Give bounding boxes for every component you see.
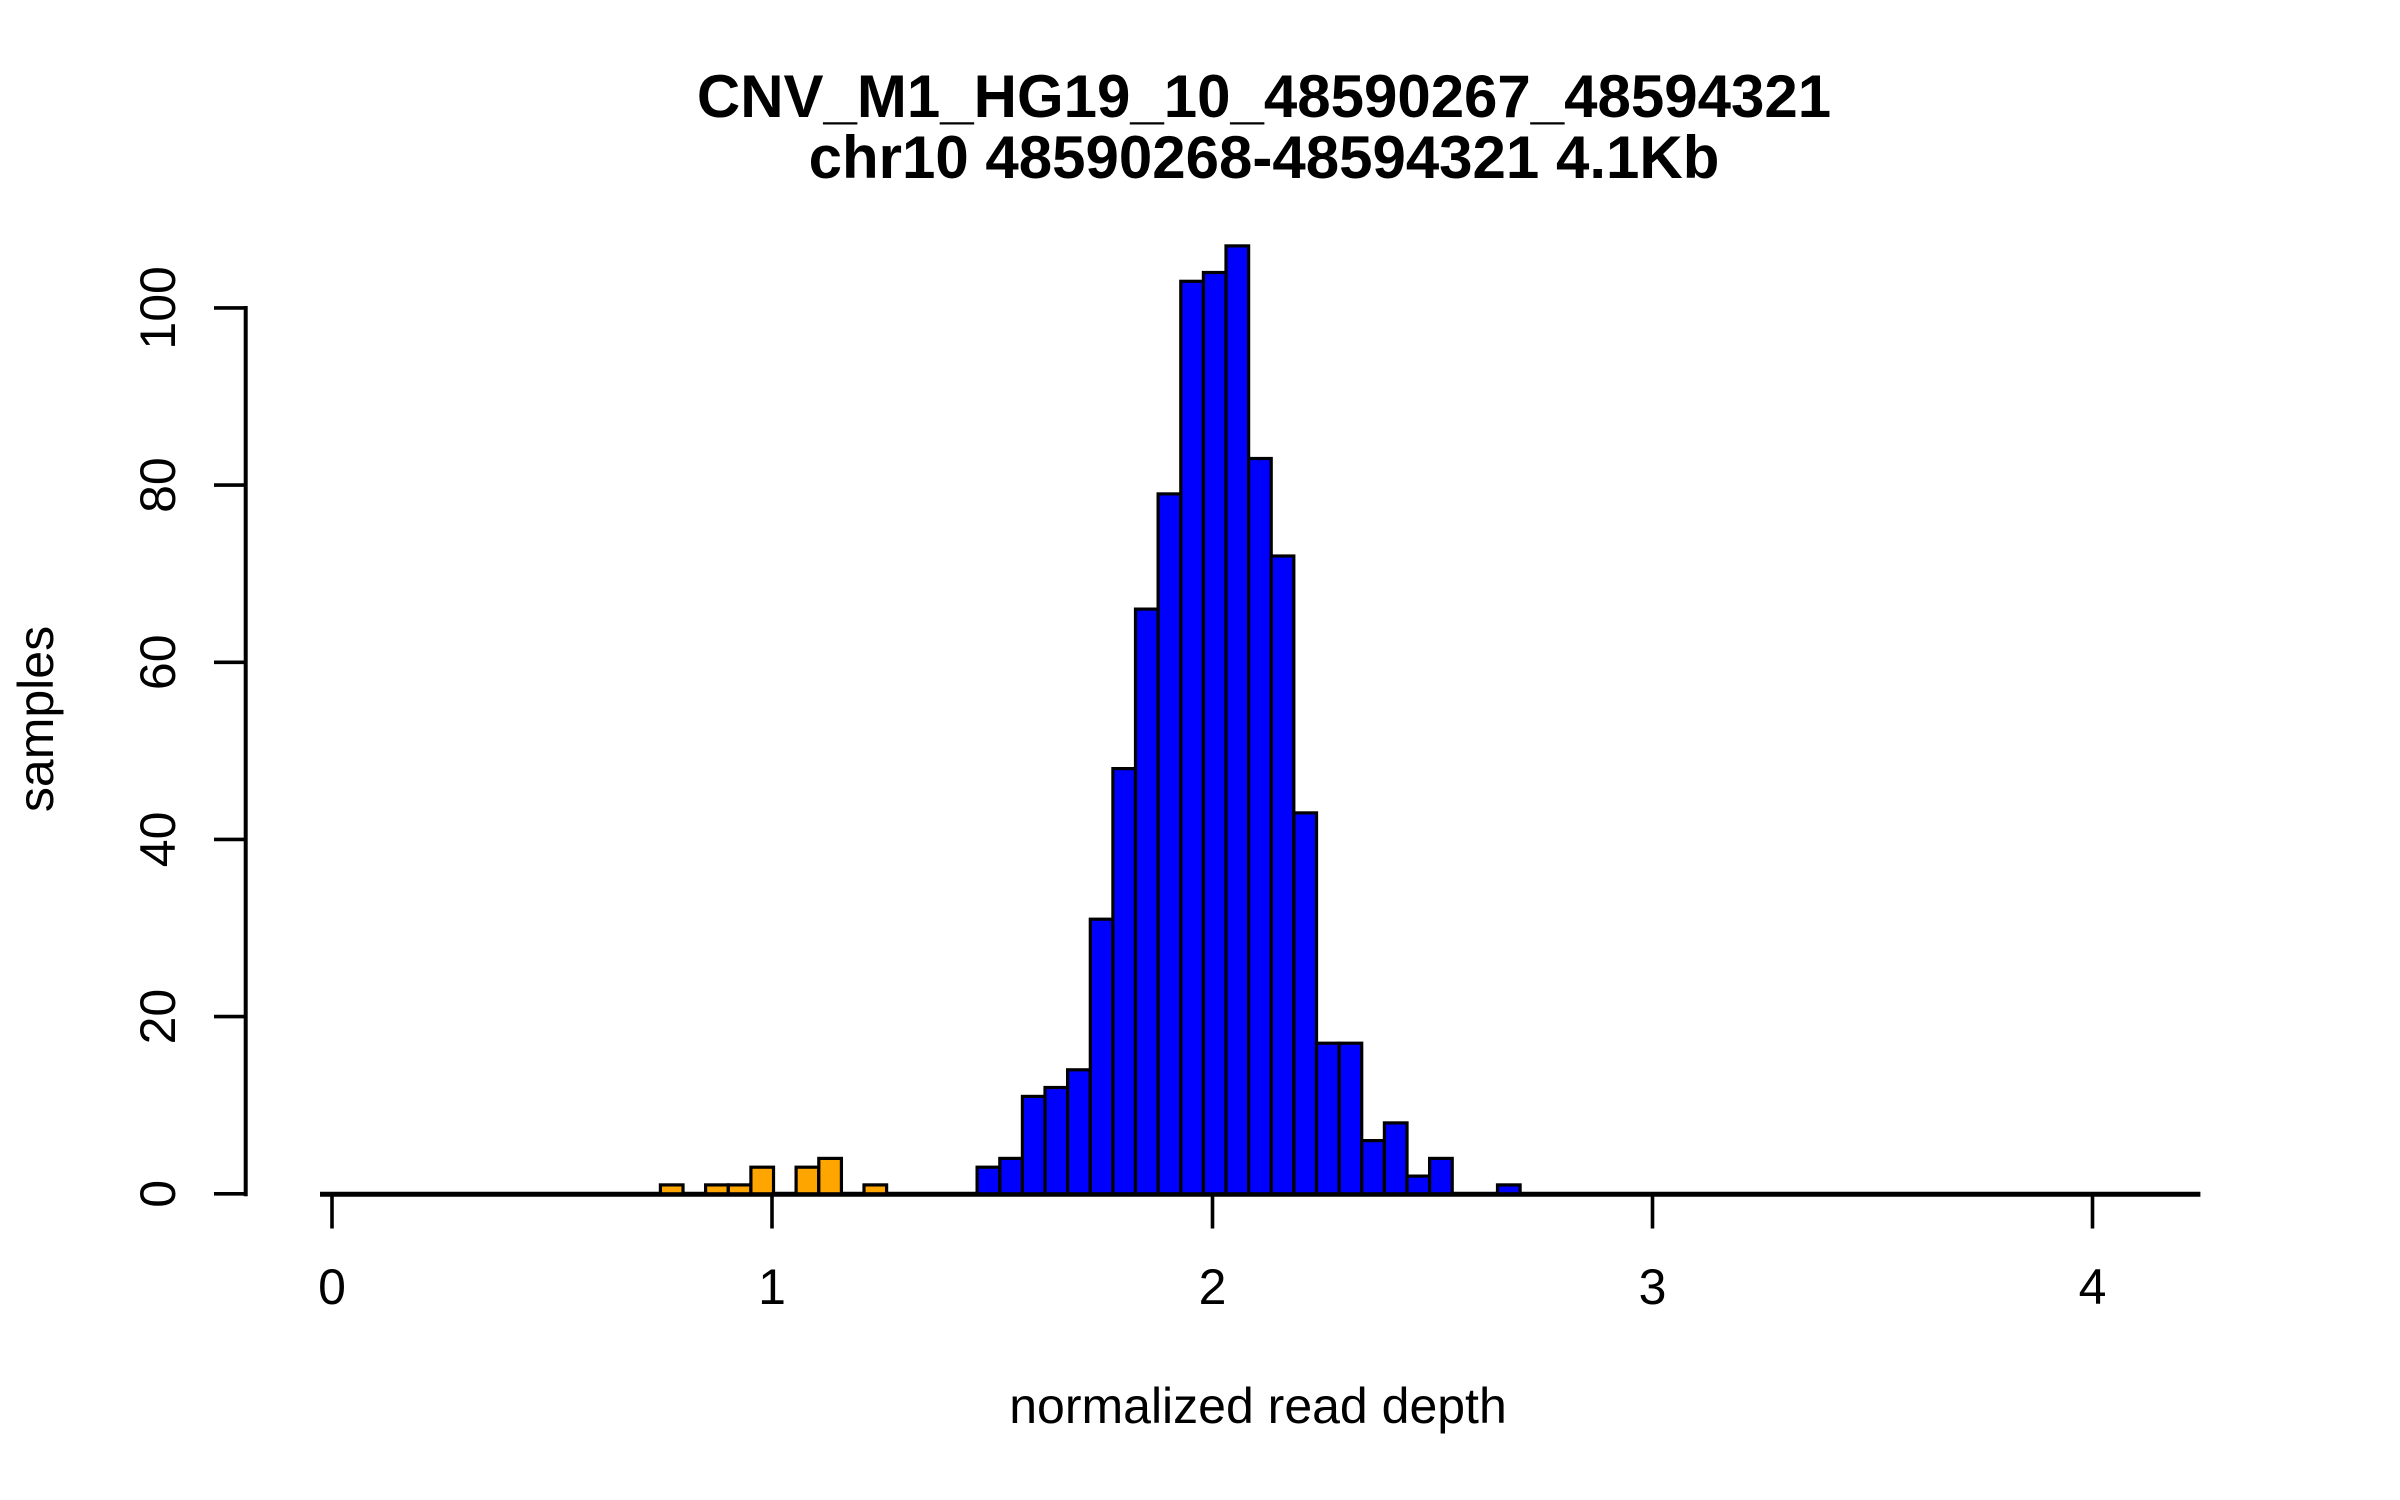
svg-text:1: 1 xyxy=(758,1259,786,1315)
svg-text:2: 2 xyxy=(1199,1259,1227,1315)
svg-text:60: 60 xyxy=(130,634,186,690)
svg-text:normalized read depth: normalized read depth xyxy=(1009,1378,1507,1434)
svg-text:0: 0 xyxy=(318,1259,346,1315)
svg-text:40: 40 xyxy=(130,812,186,868)
svg-text:0: 0 xyxy=(130,1180,186,1208)
svg-text:20: 20 xyxy=(130,989,186,1045)
svg-text:samples: samples xyxy=(8,626,64,812)
svg-text:3: 3 xyxy=(1639,1259,1667,1315)
svg-text:chr10 48590268-48594321 4.1Kb: chr10 48590268-48594321 4.1Kb xyxy=(809,124,1720,191)
svg-text:100: 100 xyxy=(130,266,186,349)
svg-text:4: 4 xyxy=(2079,1259,2107,1315)
svg-text:80: 80 xyxy=(130,457,186,513)
svg-text:CNV_M1_HG19_10_48590267_485943: CNV_M1_HG19_10_48590267_48594321 xyxy=(697,63,1831,130)
